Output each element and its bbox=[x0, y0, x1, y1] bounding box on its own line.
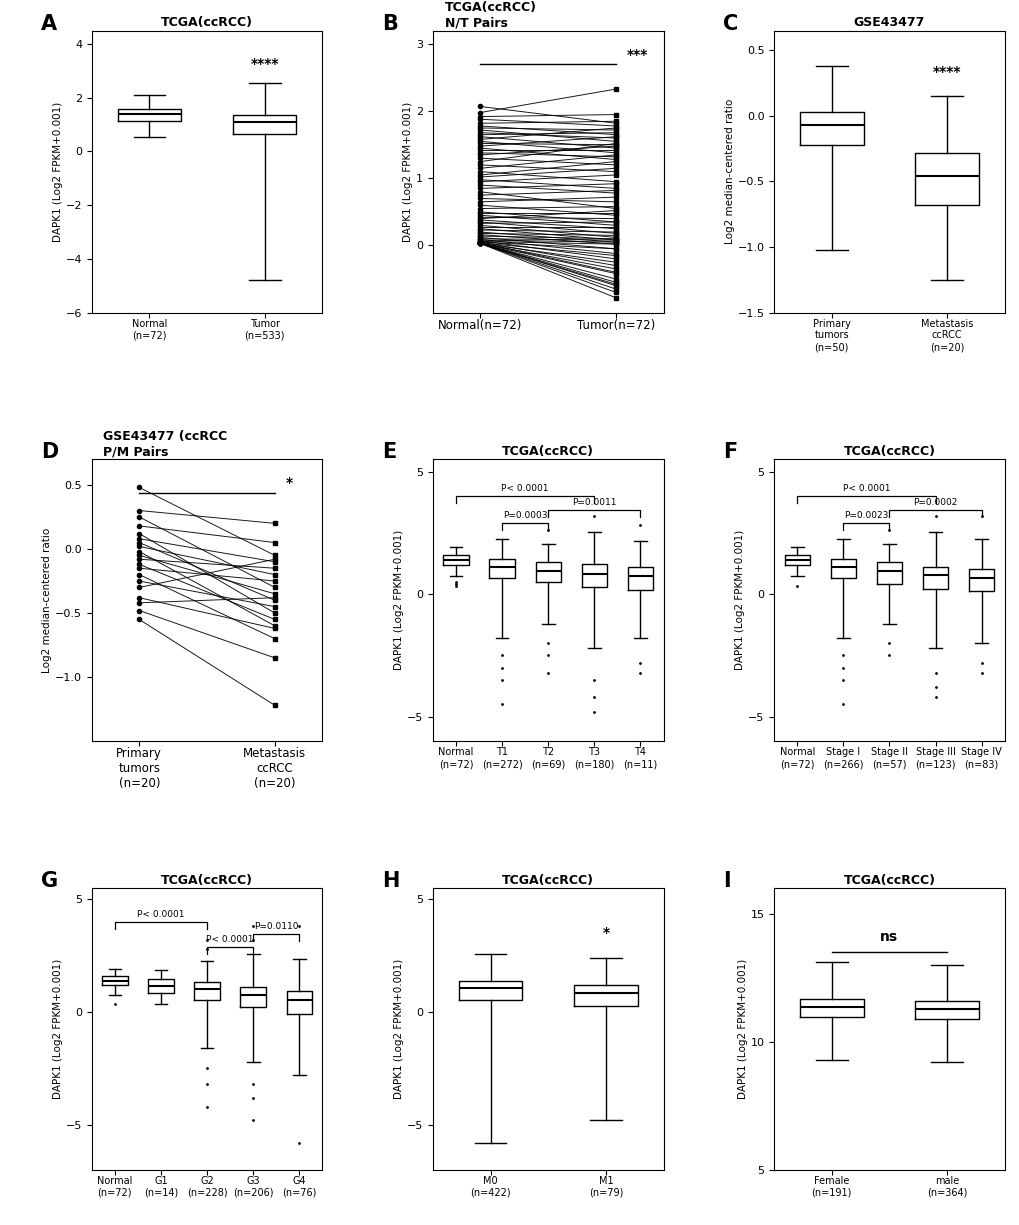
Y-axis label: DAPK1 (Log2 FPKM+0.001): DAPK1 (Log2 FPKM+0.001) bbox=[737, 959, 747, 1099]
Text: H: H bbox=[382, 871, 399, 891]
Text: P< 0.0001: P< 0.0001 bbox=[842, 484, 890, 494]
Text: ****: **** bbox=[251, 56, 278, 71]
Text: F: F bbox=[722, 442, 737, 462]
Title: TCGA(ccRCC): TCGA(ccRCC) bbox=[843, 445, 934, 458]
Text: D: D bbox=[41, 442, 58, 462]
Y-axis label: DAPK1 (Log2 FPKM+0.001): DAPK1 (Log2 FPKM+0.001) bbox=[393, 530, 404, 670]
Text: A: A bbox=[41, 13, 57, 34]
Text: P=0.0002: P=0.0002 bbox=[912, 497, 957, 507]
Text: B: B bbox=[382, 13, 397, 34]
Text: P=0.0110: P=0.0110 bbox=[254, 922, 299, 931]
Text: P=0.0003: P=0.0003 bbox=[502, 511, 547, 521]
Text: *: * bbox=[602, 926, 608, 940]
Y-axis label: DAPK1 (Log2 FPKM+0.001): DAPK1 (Log2 FPKM+0.001) bbox=[53, 102, 63, 241]
Title: GSE43477: GSE43477 bbox=[853, 16, 924, 29]
Y-axis label: DAPK1 (Log2 FPKM+0.001): DAPK1 (Log2 FPKM+0.001) bbox=[735, 530, 745, 670]
Text: P=0.0011: P=0.0011 bbox=[572, 497, 616, 507]
Text: P< 0.0001: P< 0.0001 bbox=[206, 935, 254, 943]
Y-axis label: DAPK1 (Log2 FPKM+0.001): DAPK1 (Log2 FPKM+0.001) bbox=[403, 102, 413, 241]
Text: P=0.0023: P=0.0023 bbox=[844, 511, 888, 521]
Text: C: C bbox=[722, 13, 738, 34]
Text: P< 0.0001: P< 0.0001 bbox=[138, 910, 184, 919]
Text: TCGA(ccRCC)
N/T Pairs: TCGA(ccRCC) N/T Pairs bbox=[444, 1, 536, 29]
Text: GSE43477 (ccRCC
P/M Pairs: GSE43477 (ccRCC P/M Pairs bbox=[103, 430, 227, 458]
Text: I: I bbox=[722, 871, 731, 891]
Title: TCGA(ccRCC): TCGA(ccRCC) bbox=[161, 873, 253, 887]
Title: TCGA(ccRCC): TCGA(ccRCC) bbox=[501, 445, 594, 458]
Text: P< 0.0001: P< 0.0001 bbox=[501, 484, 548, 494]
Title: TCGA(ccRCC): TCGA(ccRCC) bbox=[161, 16, 253, 29]
Y-axis label: Log2 median-centered ratio: Log2 median-centered ratio bbox=[42, 528, 52, 673]
Text: ns: ns bbox=[879, 930, 898, 944]
Text: ****: **** bbox=[932, 65, 960, 80]
Text: *: * bbox=[285, 477, 292, 490]
Y-axis label: DAPK1 (Log2 FPKM+0.001): DAPK1 (Log2 FPKM+0.001) bbox=[393, 959, 404, 1099]
Y-axis label: Log2 median-centered ratio: Log2 median-centered ratio bbox=[723, 99, 734, 244]
Title: TCGA(ccRCC): TCGA(ccRCC) bbox=[501, 873, 594, 887]
Y-axis label: DAPK1 (Log2 FPKM+0.001): DAPK1 (Log2 FPKM+0.001) bbox=[53, 959, 63, 1099]
Text: G: G bbox=[41, 871, 58, 891]
Text: ***: *** bbox=[627, 48, 648, 61]
Text: E: E bbox=[382, 442, 396, 462]
Title: TCGA(ccRCC): TCGA(ccRCC) bbox=[843, 873, 934, 887]
